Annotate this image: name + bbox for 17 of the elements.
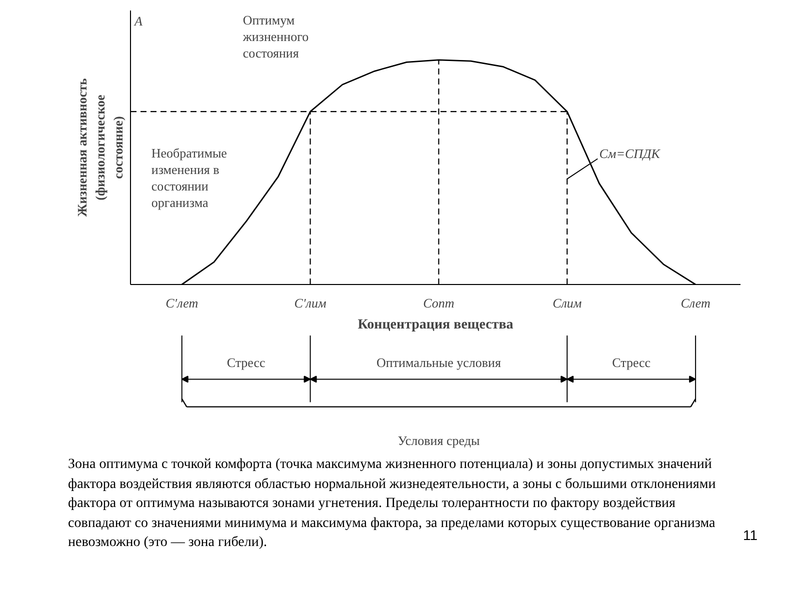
text: Оптимальные условия — [376, 355, 501, 370]
text: A — [134, 13, 142, 28]
annotation: Необратимые изменения в состоянии организма — [151, 145, 228, 210]
text: Условия среды — [398, 433, 480, 448]
x-tick-label: Cопт — [423, 296, 454, 310]
x-tick-label: Cлет — [680, 296, 710, 310]
text: Зона оптимума с точкой комфорта (точка максимума жизненного потенциала) и зоны допустимых значений фактора воздействия являются областью нормальной жизнедеятельности, а зоны с большими отклонениями фактора от оптимума называются зонами угнетения. Пределы толерантности по фактору воздействия совпадают со значениями минимума и максимума фактора, за пределами которых существование организма невозможно (это — зона гибели). — [68, 456, 717, 552]
annotation: Оптимум жизненного состояния — [242, 12, 309, 61]
x-tick-label: C′лим — [294, 296, 326, 310]
text: Стресс — [226, 355, 266, 370]
x-tick-label: C′лет — [166, 296, 198, 310]
y-axis-title: Жизненная активность (физиологическое состояние) — [74, 78, 126, 217]
text: 11 — [743, 526, 758, 545]
x-axis-title: Концентрация вещества — [358, 318, 514, 332]
x-tick-label: Cлим — [552, 296, 582, 310]
annotation: Cм=CПДК — [599, 146, 662, 161]
text: Стресс — [612, 355, 651, 370]
